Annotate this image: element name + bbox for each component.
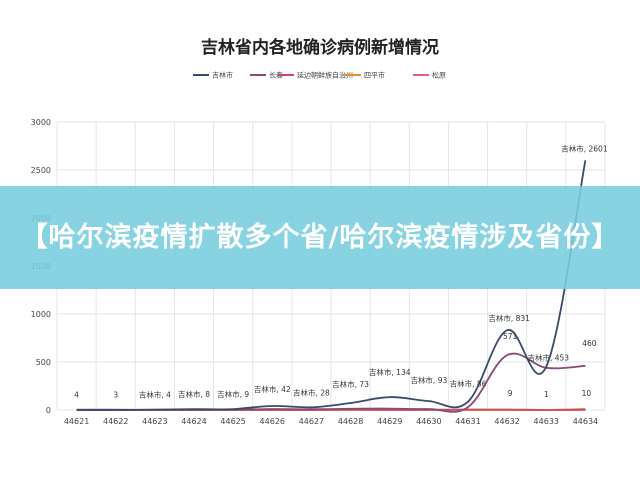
legend-label: 松原: [432, 71, 446, 80]
x-tick-label: 44632: [494, 417, 519, 426]
x-tick-label: 44631: [455, 417, 480, 426]
x-tick-label: 44628: [338, 417, 363, 426]
data-label: 吉林市, 453: [527, 353, 569, 363]
data-label: 571: [503, 332, 518, 341]
data-label: 吉林市, 93: [410, 375, 447, 385]
series-line: [76, 160, 587, 411]
data-label: 4: [74, 391, 79, 400]
data-label: 吉林市, 73: [332, 379, 369, 389]
x-tick-label: 44627: [299, 417, 324, 426]
data-label: 吉林市, 86: [450, 379, 487, 389]
x-tick-label: 44634: [573, 417, 598, 426]
x-tick-label: 44624: [181, 417, 206, 426]
banner-text: 【哈尔滨疫情扩散多个省/哈尔滨疫情涉及省份】: [20, 221, 620, 253]
data-label: 吉林市, 4: [139, 390, 171, 400]
data-label: 吉林市, 134: [369, 367, 411, 377]
y-tick-label: 0: [46, 406, 51, 415]
y-tick-label: 2500: [31, 166, 51, 175]
data-label: 吉林市, 8: [178, 389, 210, 399]
x-tick-label: 44621: [64, 417, 89, 426]
x-tick-label: 44633: [534, 417, 559, 426]
banner: 【哈尔滨疫情扩散多个省/哈尔滨疫情涉及省份】: [0, 186, 640, 289]
legend-label: 长春: [269, 71, 283, 80]
data-label: 吉林市, 42: [254, 384, 291, 394]
data-label: 1: [544, 390, 549, 399]
y-tick-label: 500: [36, 358, 51, 367]
x-axis-ticks: 44621 44622 44623 44624 44625 44626 44627 44628…: [64, 417, 598, 426]
data-label: 吉林市, 28: [293, 387, 330, 397]
x-tick-label: 44626: [260, 417, 285, 426]
data-label: 吉林市, 831: [488, 313, 530, 323]
data-label: 吉林市, 9: [217, 389, 249, 399]
series-lines: [76, 160, 587, 413]
chart-title: 吉林省内各地确诊病例新增情况: [201, 37, 439, 58]
data-label: 460: [582, 339, 597, 348]
legend-label: 四平市: [364, 71, 385, 80]
legend-label: 吉林市: [212, 71, 233, 80]
data-label: 3: [113, 391, 118, 400]
y-tick-label: 3000: [31, 118, 51, 127]
data-label: 10: [582, 389, 592, 398]
x-tick-label: 44622: [103, 417, 128, 426]
legend-label: 延边朝鲜族自治州: [297, 71, 353, 80]
data-label: 吉林市, 2601: [561, 143, 608, 153]
x-tick-label: 44623: [142, 417, 167, 426]
x-tick-label: 44629: [377, 417, 402, 426]
y-tick-label: 1000: [31, 310, 51, 319]
x-tick-label: 44630: [416, 417, 441, 426]
data-label: 9: [508, 389, 513, 398]
x-tick-label: 44625: [220, 417, 245, 426]
legend: 吉林市 长春 延边朝鲜族自治州 四平市 松原: [193, 71, 446, 80]
